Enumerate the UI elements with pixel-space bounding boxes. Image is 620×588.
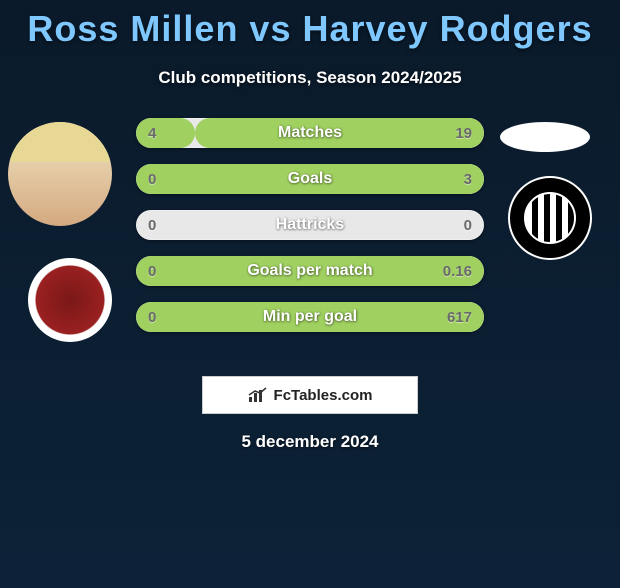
stat-row: Matches4 19 (136, 118, 484, 148)
club-badge-right (508, 176, 592, 260)
stat-label: Min per goal (136, 302, 484, 332)
stat-value-left: 0 (148, 210, 156, 240)
stat-value-left: 0 (148, 164, 156, 194)
stat-label: Hattricks (136, 210, 484, 240)
chart-icon (248, 387, 268, 403)
page-title: Ross Millen vs Harvey Rodgers (0, 8, 620, 50)
stat-value-right: 0.16 (443, 256, 472, 286)
stat-label: Goals (136, 164, 484, 194)
club-badge-left (28, 258, 112, 342)
stat-row: Min per goal0 617 (136, 302, 484, 332)
branding-text: FcTables.com (274, 387, 373, 404)
stat-value-right: 0 (464, 210, 472, 240)
stat-row: Hattricks0 0 (136, 210, 484, 240)
stat-value-right: 19 (455, 118, 472, 148)
stat-label: Goals per match (136, 256, 484, 286)
stat-value-right: 3 (464, 164, 472, 194)
season-subtitle: Club competitions, Season 2024/2025 (0, 68, 620, 88)
stat-rows: Matches419Goals03Hattricks00Goals per ma… (136, 118, 484, 348)
comparison-panel: Matches419Goals03Hattricks00Goals per ma… (0, 118, 620, 368)
comparison-date: 5 december 2024 (0, 432, 620, 452)
stat-row: Goals per match0 0.16 (136, 256, 484, 286)
stat-value-right: 617 (447, 302, 472, 332)
player-right-photo (500, 122, 590, 152)
stat-row: Goals0 3 (136, 164, 484, 194)
stat-value-left: 0 (148, 302, 156, 332)
branding-badge: FcTables.com (202, 376, 418, 414)
stat-label: Matches (136, 118, 484, 148)
player-left-photo (8, 122, 112, 226)
stat-value-left: 4 (148, 118, 156, 148)
stat-value-left: 0 (148, 256, 156, 286)
